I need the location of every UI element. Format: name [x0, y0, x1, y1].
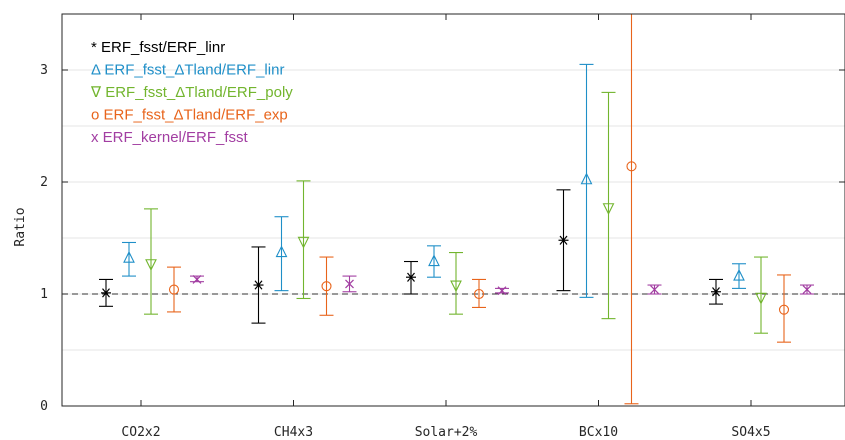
data-point	[602, 203, 615, 215]
y-axis-label: Ratio	[13, 207, 28, 246]
errorbar	[449, 252, 463, 315]
data-point	[497, 286, 507, 296]
data-point	[253, 280, 264, 290]
errorbar	[472, 278, 486, 308]
data-point	[321, 281, 332, 292]
errorbar	[732, 263, 746, 289]
data-point	[650, 285, 659, 294]
x-tick-label: SO4x5	[731, 425, 770, 440]
data-point	[168, 284, 180, 295]
legend-entry-3: ∇ ERF_fsst_ΔTland/ERF_poly	[90, 84, 293, 101]
legend-entry-2: Δ ERF_fsst_ΔTland/ERF_linr	[91, 62, 284, 79]
errorbar	[601, 91, 616, 320]
data-point	[558, 235, 569, 245]
data-point	[406, 272, 416, 282]
errorbar	[274, 216, 289, 292]
x-tick-label: CH4x3	[274, 425, 313, 440]
data-point	[778, 304, 790, 315]
data-point	[428, 254, 440, 267]
x-tick-label: BCx10	[579, 425, 618, 440]
errorbar	[624, 14, 639, 405]
y-tick-label: 2	[40, 175, 48, 190]
series-1	[99, 189, 723, 324]
legend: * ERF_fsst/ERF_linr Δ ERF_fsst_ΔTland/ERF…	[90, 39, 293, 146]
data-point	[123, 250, 135, 263]
data-point	[473, 288, 485, 300]
legend-entry-4: o ERF_fsst_ΔTland/ERF_exp	[91, 107, 288, 124]
plot-frame	[61, 13, 845, 407]
errorbar	[122, 241, 136, 277]
errorbar	[754, 256, 768, 334]
data-point	[101, 288, 111, 298]
errorbar	[579, 63, 594, 298]
series-4	[167, 14, 791, 405]
legend-entry-5: x ERF_kernel/ERF_fsst	[91, 129, 249, 146]
data-point	[275, 245, 288, 258]
errorbar	[319, 256, 334, 316]
legend-entry-1: * ERF_fsst/ERF_linr	[91, 39, 225, 56]
errorbar	[427, 245, 441, 278]
data-point	[450, 280, 462, 293]
data-point	[297, 236, 310, 249]
data-point	[711, 287, 721, 297]
data-point	[580, 172, 593, 185]
x-tick-label: Solar+2%	[415, 425, 478, 440]
data-point	[192, 275, 202, 284]
y-tick-label: 0	[40, 399, 48, 414]
y-tick-label: 1	[40, 287, 48, 302]
data-point	[626, 161, 637, 172]
x-tick-label: CO2x2	[121, 425, 160, 440]
errorbar	[777, 274, 791, 343]
series-group	[99, 14, 814, 405]
data-point	[145, 259, 157, 271]
errorbar	[144, 208, 158, 315]
errorbar	[167, 266, 181, 313]
y-tick-label: 3	[40, 63, 48, 78]
data-point	[755, 292, 767, 305]
errorbar	[296, 180, 311, 300]
data-point	[733, 268, 745, 281]
series-5	[190, 275, 814, 296]
axes: 0 1 2 3 CO2x2 CH4x3 Solar+2% BCx10 SO4x5	[40, 13, 845, 440]
series-3	[144, 91, 768, 334]
data-point	[345, 279, 354, 289]
series-2	[122, 63, 746, 298]
data-point	[802, 285, 812, 294]
